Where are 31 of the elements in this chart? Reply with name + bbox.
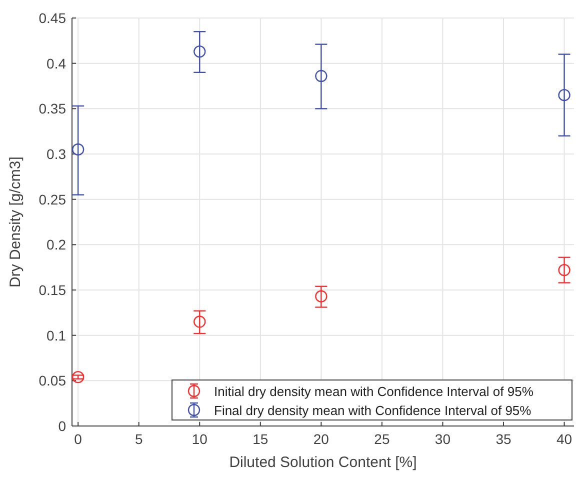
y-tick-label: 0.4 <box>46 55 66 72</box>
y-tick-label: 0.25 <box>38 191 66 208</box>
y-tick-label: 0.45 <box>38 10 66 26</box>
point <box>194 316 206 328</box>
x-tick-label: 10 <box>192 431 208 447</box>
x-axis-title: Diluted Solution Content [%] <box>229 454 417 471</box>
x-tick-label: 15 <box>252 431 268 447</box>
x-tick-label: 0 <box>74 431 82 447</box>
x-tick-label: 40 <box>556 431 572 447</box>
x-tick-label: 25 <box>374 431 390 447</box>
point <box>72 370 84 384</box>
y-tick-label: 0.05 <box>38 372 66 389</box>
y-tick-label: 0.35 <box>38 100 66 117</box>
point <box>315 70 328 82</box>
x-tick-label: 35 <box>496 431 512 447</box>
x-tick-label: 5 <box>134 431 143 447</box>
y-tick-label: 0 <box>58 418 66 434</box>
legend-label: Initial dry density mean with Confidence Interval of 95% <box>214 384 534 399</box>
point <box>558 88 570 102</box>
point <box>558 264 570 276</box>
x-tick-label: 30 <box>434 431 451 447</box>
x-tick-label: 20 <box>313 431 330 447</box>
y-tick-label: 0.2 <box>46 236 66 253</box>
point <box>72 143 84 156</box>
legend-label: Final dry density mean with Confidence Interval of 95% <box>214 403 532 418</box>
y-tick-label: 0.15 <box>38 282 66 298</box>
point <box>194 45 206 58</box>
point <box>315 290 328 302</box>
y-tick-label: 0.1 <box>46 327 66 344</box>
y-tick-label: 0.3 <box>46 146 66 162</box>
y-axis-title: Dry Density [g/cm3] <box>7 156 24 288</box>
